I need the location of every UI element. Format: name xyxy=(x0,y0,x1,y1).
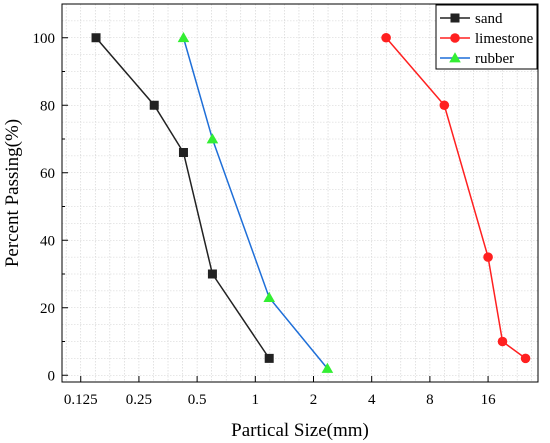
y-tick-label: 80 xyxy=(40,98,55,114)
plot-frame xyxy=(61,3,539,383)
y-tick-label: 60 xyxy=(40,166,55,182)
sand-point xyxy=(264,353,274,363)
rubber-point xyxy=(321,362,334,373)
legend: sand limestone rubber xyxy=(435,4,538,70)
x-tick-label: 8 xyxy=(426,392,434,408)
x-tick-label: 4 xyxy=(368,392,376,408)
legend-marker-rubber xyxy=(449,52,461,63)
sand-point xyxy=(178,148,188,157)
rubber-point xyxy=(263,291,276,302)
series-layer xyxy=(91,31,531,373)
x-tick-label: 2 xyxy=(310,392,318,408)
ticks: 0.125 0.25 0.5 1 2 4 8 16 0 20 40 60 80 100 xyxy=(33,31,497,408)
y-tick-label: 100 xyxy=(33,31,56,47)
series-rubber xyxy=(177,31,334,373)
y-tick-label: 40 xyxy=(40,233,55,249)
y-tick-label: 0 xyxy=(48,368,56,384)
legend-label-rubber: rubber xyxy=(475,51,514,67)
sand-point xyxy=(207,269,217,279)
legend-marker-limestone xyxy=(450,33,460,43)
y-tick-label: 20 xyxy=(40,301,55,317)
legend-label-sand: sand xyxy=(475,11,503,27)
sand-point xyxy=(91,33,101,43)
x-tick-label: 16 xyxy=(481,392,497,408)
y-axis-title: Percent Passing(%) xyxy=(2,119,23,267)
x-tick-label: 0.125 xyxy=(64,392,98,408)
series-sand xyxy=(91,33,274,363)
rubber-line xyxy=(182,37,328,369)
limestone-point xyxy=(483,252,493,262)
limestone-point xyxy=(381,32,391,43)
x-tick-label: 1 xyxy=(252,392,260,408)
series-limestone xyxy=(381,32,531,364)
limestone-point xyxy=(497,336,508,347)
sand-point xyxy=(149,100,159,110)
rubber-point xyxy=(177,31,190,43)
limestone-point xyxy=(439,100,450,111)
grid xyxy=(62,3,538,382)
limestone-point xyxy=(520,353,531,364)
x-tick-label: 0.25 xyxy=(126,392,152,408)
legend-marker-sand xyxy=(450,13,460,23)
rubber-point xyxy=(206,133,219,144)
x-axis-title: Partical Size(mm) xyxy=(231,420,369,441)
legend-label-limestone: limestone xyxy=(475,31,534,47)
x-tick-label: 0.5 xyxy=(188,392,207,408)
